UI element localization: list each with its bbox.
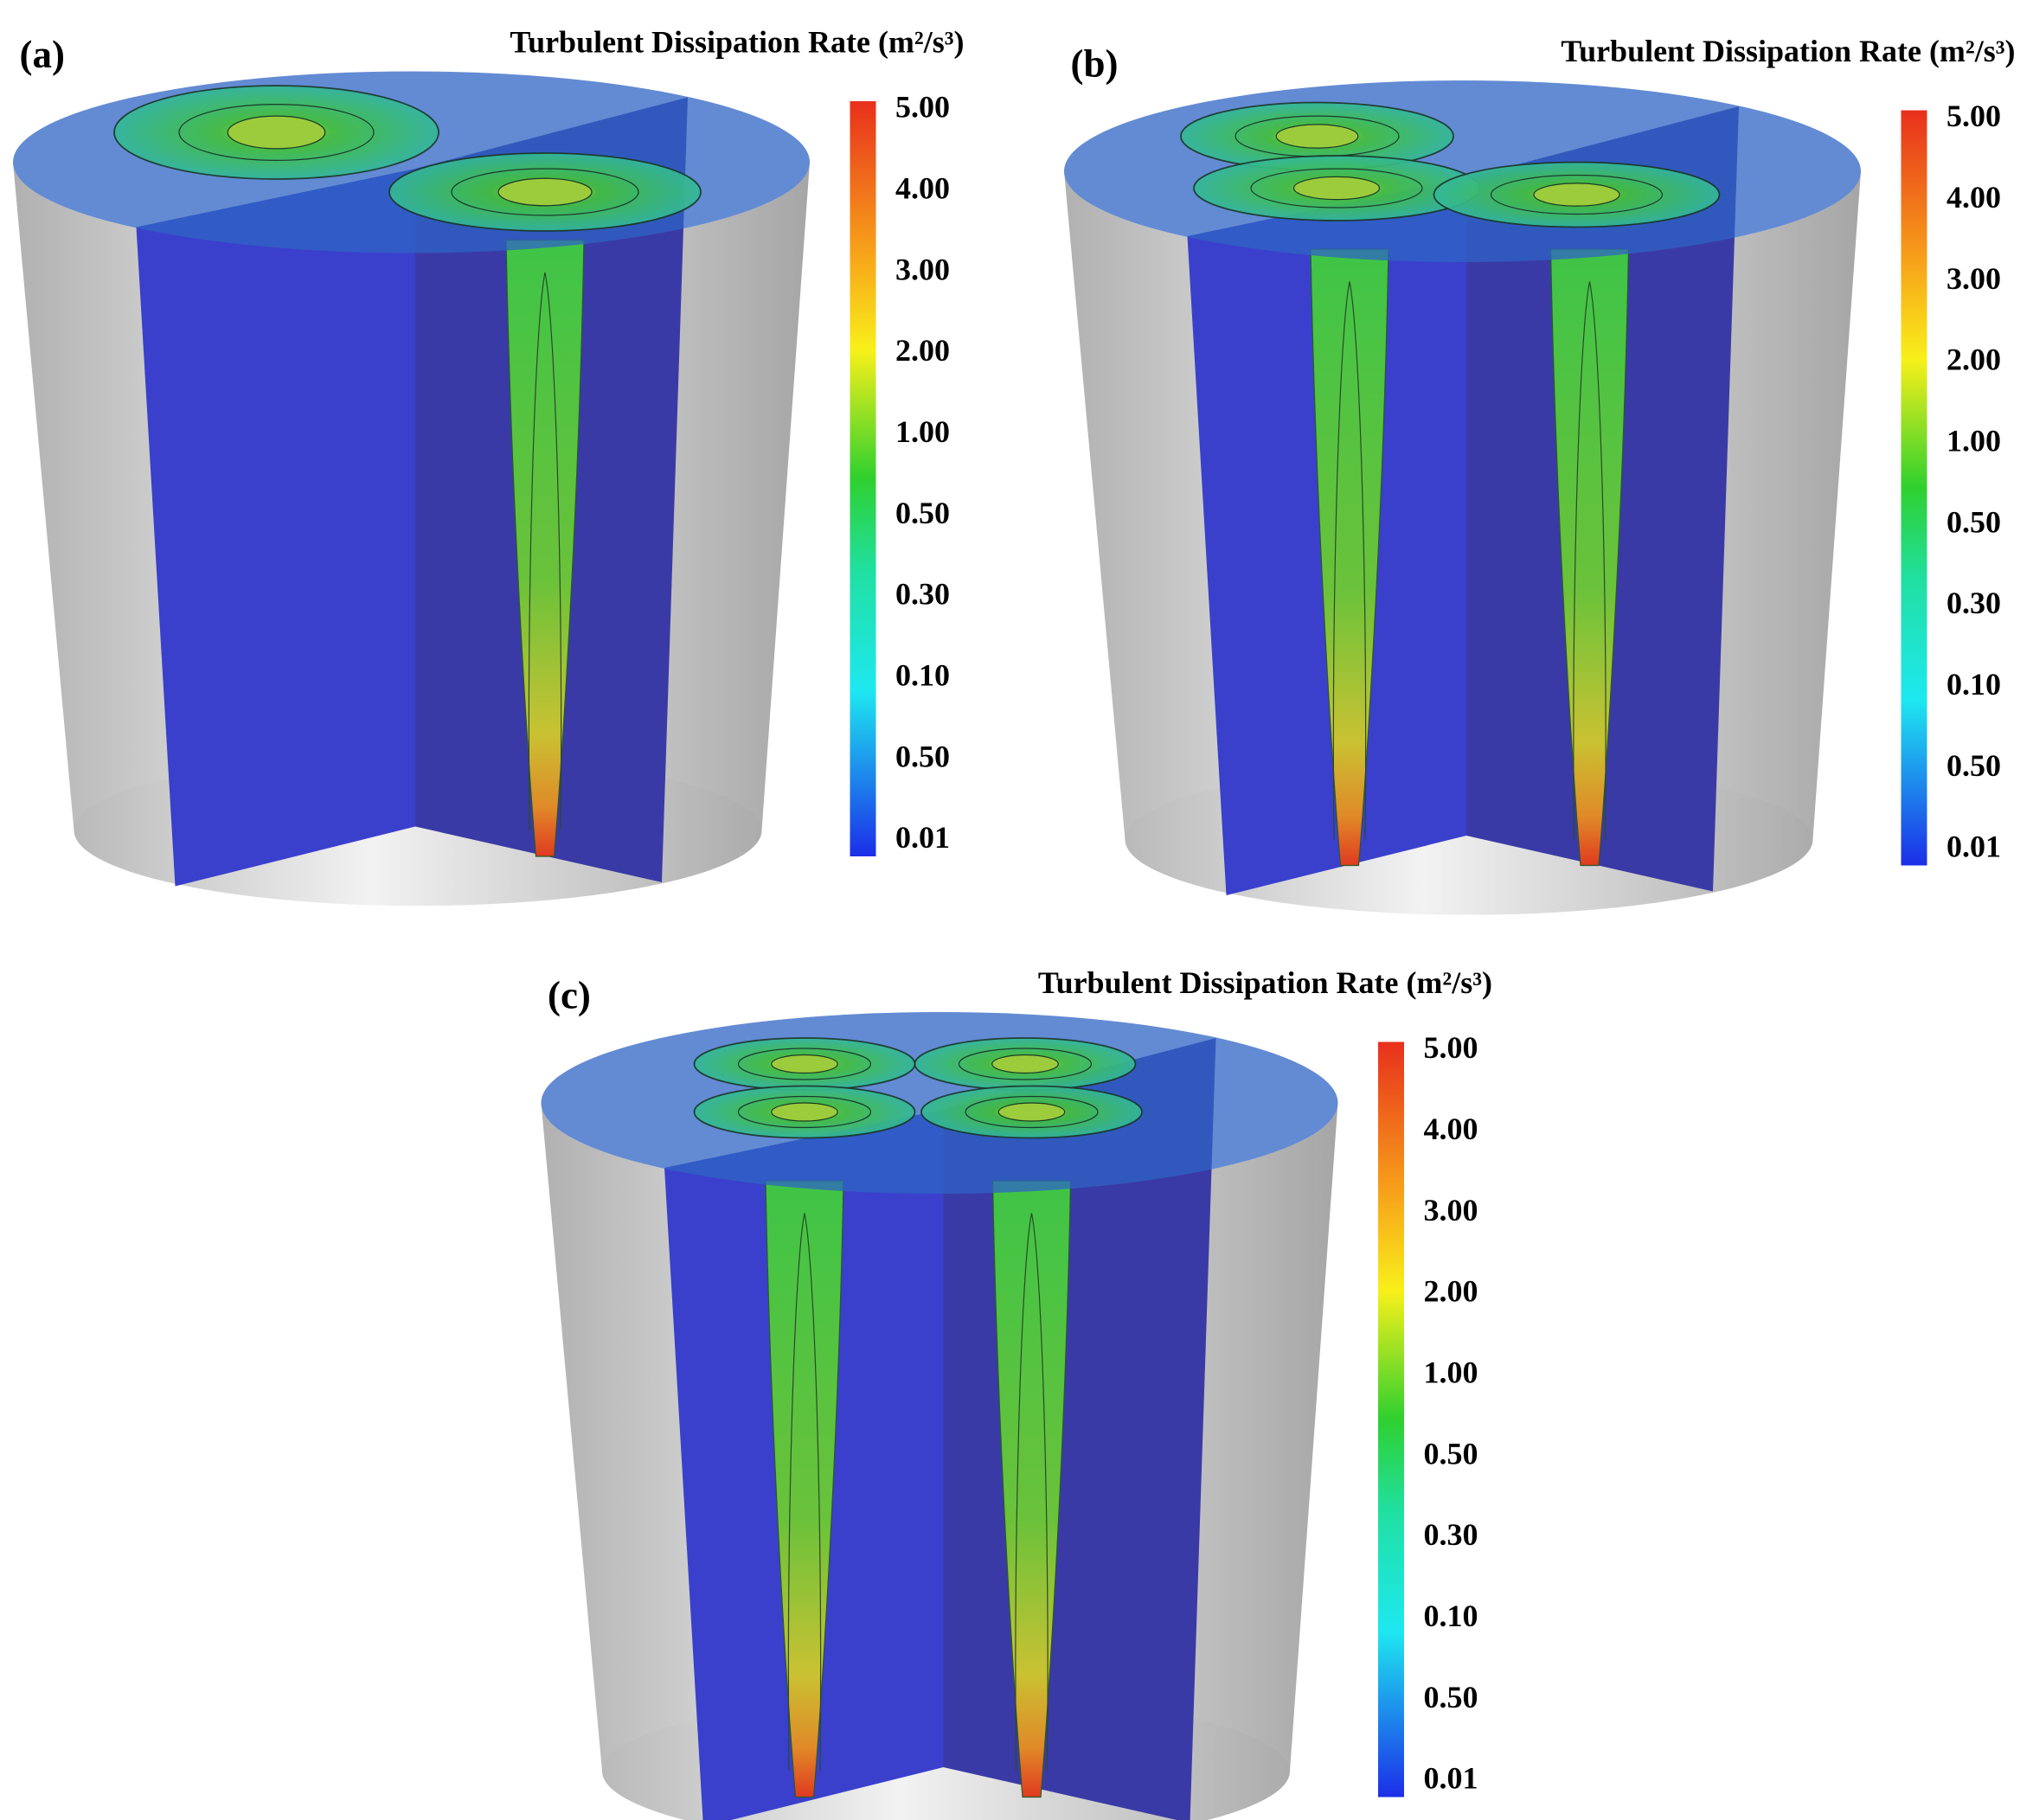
- colorbar-label: 1.00: [1946, 424, 2001, 458]
- jet-plume: [1549, 248, 1630, 867]
- colorbar-label: 0.50: [895, 739, 950, 773]
- colorbar-label: 0.50: [895, 496, 950, 530]
- panel-label: (a): [20, 33, 65, 76]
- colorbar-title: Turbulent Dissipation Rate (m²/s³): [510, 25, 964, 60]
- colorbar-label: 3.00: [895, 252, 950, 286]
- colorbar: [850, 100, 876, 856]
- top-contour: [958, 1048, 1093, 1080]
- colorbar-label: 4.00: [895, 171, 950, 206]
- top-contour: [997, 1102, 1066, 1122]
- colorbar-label: 0.50: [1946, 504, 2001, 539]
- jet-plume: [991, 1180, 1072, 1798]
- colorbar-title: Turbulent Dissipation Rate (m²/s³): [1561, 34, 2015, 68]
- top-contour: [1292, 176, 1381, 201]
- top-contour: [1275, 124, 1359, 149]
- colorbar-label: 2.00: [1946, 343, 2001, 377]
- cylinder-top: [13, 71, 810, 253]
- colorbar-title: Turbulent Dissipation Rate (m²/s³): [1038, 965, 1492, 1000]
- jet-contour: [787, 1213, 822, 1772]
- panel: (b) Turbulent Dissipation Rate (m²/s³) 5.0…: [1063, 34, 2015, 915]
- colorbar-label: 0.01: [1946, 830, 2001, 864]
- colorbar-label: 5.00: [1423, 1030, 1478, 1065]
- jet-plume: [505, 239, 585, 857]
- colorbar: [1377, 1041, 1404, 1798]
- colorbar-label: 2.00: [895, 333, 950, 368]
- cylinder-top: [1063, 80, 1861, 262]
- colorbar-label: 0.01: [895, 820, 950, 855]
- top-contour: [227, 115, 326, 150]
- colorbar-label: 0.50: [1423, 1680, 1478, 1714]
- top-contour: [737, 1095, 872, 1129]
- jet-contour: [1332, 281, 1367, 840]
- colorbar-label: 0.30: [1423, 1517, 1478, 1552]
- colorbar-label: 4.00: [1946, 180, 2001, 215]
- colorbar-label: 0.01: [1423, 1761, 1478, 1796]
- colorbar-label: 3.00: [1423, 1193, 1478, 1227]
- top-contour: [497, 177, 593, 207]
- cut-plane: [136, 168, 415, 887]
- top-contour: [451, 168, 639, 216]
- colorbar-label: 5.00: [895, 90, 950, 125]
- jet-plume: [1310, 248, 1389, 867]
- panel-label: (b): [1070, 42, 1118, 85]
- colorbar-label: 0.10: [895, 658, 950, 693]
- colorbar-label: 0.10: [1423, 1599, 1478, 1633]
- colorbar-label: 0.30: [1946, 586, 2001, 620]
- colorbar-label: 1.00: [895, 414, 950, 449]
- colorbar-label: 0.50: [1423, 1436, 1478, 1471]
- top-contour: [771, 1102, 838, 1122]
- colorbar-label: 1.00: [1423, 1355, 1478, 1390]
- panel: (c) Turbulent Dissipation Rate (m²/s³) 5.0…: [541, 965, 1492, 1820]
- jet-contour: [1573, 281, 1607, 840]
- colorbar-label: 2.00: [1423, 1274, 1478, 1309]
- jet-contour: [1015, 1213, 1049, 1772]
- top-contour: [1490, 174, 1664, 215]
- colorbar-label: 0.10: [1946, 667, 2001, 702]
- top-contour: [178, 103, 375, 161]
- colorbar: [1901, 110, 1927, 866]
- jet-contour: [528, 272, 562, 831]
- colorbar-label: 3.00: [1946, 261, 2001, 296]
- panel-label: (c): [548, 973, 591, 1016]
- top-contour: [1250, 168, 1423, 208]
- panel: (a) Turbulent Dissipation Rate (m²/s³) 5.0…: [13, 25, 964, 906]
- colorbar-label: 0.50: [1946, 748, 2001, 783]
- colorbar-label: 4.00: [1423, 1112, 1478, 1146]
- colorbar-label: 0.30: [895, 577, 950, 612]
- top-contour: [737, 1048, 872, 1080]
- jet-plume: [765, 1180, 844, 1798]
- colorbar-label: 5.00: [1946, 99, 2001, 133]
- top-contour: [771, 1054, 838, 1074]
- top-contour: [965, 1095, 1099, 1129]
- top-contour: [991, 1054, 1059, 1074]
- top-contour: [1533, 183, 1620, 207]
